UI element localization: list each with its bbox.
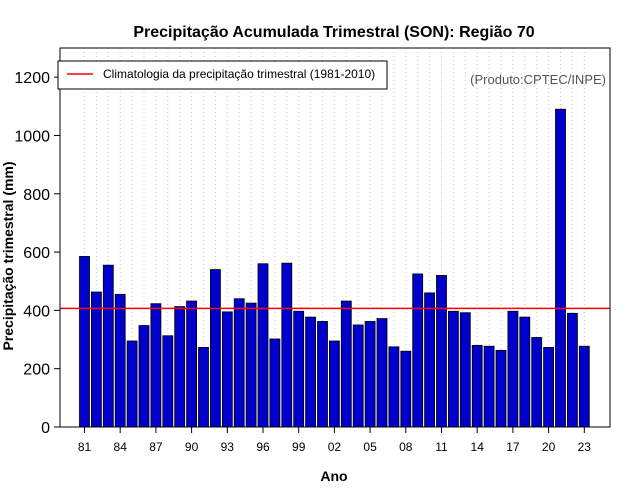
bar-2002 [328,340,340,428]
bar-2011 [436,274,447,428]
bar-2004 [352,324,364,428]
x-axis: 81 84 87 90 93 96 99 02 05 08 11 14 17 20 23 [78,427,591,454]
y-axis-label: Precipitação trimestral (mm) [0,161,16,350]
x-tick-label-2023: 23 [578,440,592,454]
bar-1986 [138,325,150,428]
bar-2000 [305,316,317,428]
bar-1991 [198,347,209,428]
bar-2003 [340,300,352,428]
legend-label: Climatologia da precipitação trimestral … [103,67,375,81]
bar-1982 [91,291,102,428]
x-tick-label-2008: 08 [399,440,413,454]
credit-text: (Produto:CPTEC/INPE) [470,72,606,87]
bar-1989 [174,306,186,428]
bar-2022 [567,312,578,428]
x-axis-label: Ano [320,468,347,484]
y-axis: 0 200 400 600 800 1000 1200 [14,70,60,437]
bar-1993 [221,311,233,428]
bar-2006 [376,318,388,428]
y-tick-label-400: 400 [23,303,50,320]
bar-2014 [471,344,483,428]
x-tick-label-2011: 11 [435,440,448,454]
bar-2020 [543,347,554,428]
bar-1987 [150,303,162,428]
x-tick-label-2005: 05 [363,440,377,454]
y-tick-label-800: 800 [23,187,50,204]
bar-2023 [578,345,590,428]
x-tick-label-2017: 17 [506,440,520,454]
x-tick-label-2002: 02 [328,440,342,454]
x-tick-label-2020: 20 [542,440,556,454]
bar-2008 [400,350,412,428]
bar-2019 [531,337,543,428]
y-tick-label-0: 0 [41,420,50,437]
bar-2012 [447,310,459,428]
x-tick-label-1993: 93 [221,440,235,454]
bar-1994 [233,298,245,428]
bar-1997 [269,338,281,428]
bar-2013 [459,312,471,428]
x-tick-label-1996: 96 [256,440,270,454]
x-tick-label-1990: 90 [185,440,199,454]
bar-2018 [519,316,531,428]
bar-1996 [257,263,269,428]
bar-1998 [281,262,293,428]
y-tick-label-200: 200 [23,362,50,379]
bar-1999 [293,310,305,428]
chart-title: Precipitação Acumulada Trimestral (SON):… [133,24,534,41]
bar-2021 [555,108,566,428]
bar-2007 [388,346,400,428]
bar-1995 [245,302,257,428]
bar-1988 [162,335,174,428]
plot-frame [59,47,611,428]
bar-2001 [317,321,328,428]
legend-box [57,60,388,90]
bar-1983 [102,264,114,428]
legend: Climatologia da precipitação trimestral … [57,60,388,90]
x-tick-label-2014: 14 [471,440,485,454]
y-tick-label-600: 600 [23,245,50,262]
x-tick-label-1981: 81 [78,440,92,454]
bar-2010 [424,292,436,428]
bar-1981 [79,256,90,428]
x-tick-label-1999: 99 [292,440,306,454]
bar-1985 [126,340,138,428]
bar-2016 [495,349,507,428]
bar-1992 [209,269,221,428]
x-tick-label-1984: 84 [114,440,128,454]
bar-1984 [114,293,126,428]
bar-2009 [412,273,424,428]
bar-2005 [364,321,376,428]
y-tick-label-1200: 1200 [14,70,50,87]
y-tick-label-1000: 1000 [14,128,50,145]
bar-2015 [483,345,495,428]
bar-1990 [186,300,198,428]
bar-2017 [507,310,519,428]
x-tick-label-1987: 87 [149,440,163,454]
